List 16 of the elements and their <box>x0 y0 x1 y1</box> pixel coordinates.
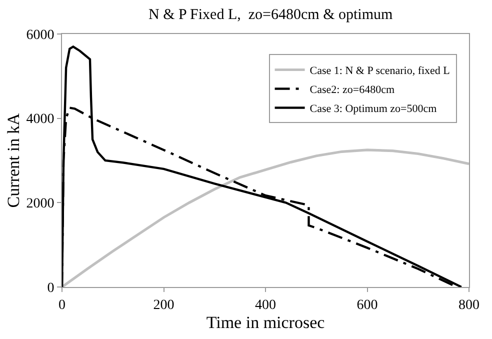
x-tick-label: 0 <box>58 298 66 313</box>
line-series <box>62 148 469 287</box>
y-axis-title: Current in kA <box>4 112 23 208</box>
legend-label: Case 3: Optimum zo=500cm <box>310 103 438 116</box>
y-tick-label: 4000 <box>26 112 54 128</box>
legend-label: Case2: zo=6480cm <box>310 84 395 96</box>
x-axis-title: Time in microsec <box>206 312 326 332</box>
y-tick-label: 0 <box>47 280 54 296</box>
legend-label: Case 1: N & P scenario, fixed L <box>310 65 450 78</box>
x-tick-label: 600 <box>356 298 378 313</box>
x-tick-label: 200 <box>153 298 174 313</box>
x-tick-label: 800 <box>458 298 480 313</box>
y-tick-label: 2000 <box>26 196 54 212</box>
y-tick-label: 6000 <box>26 28 54 43</box>
chart-title: N & P Fixed L, zo=6480cm & optimum <box>148 6 393 23</box>
x-tick-label: 400 <box>255 298 276 313</box>
